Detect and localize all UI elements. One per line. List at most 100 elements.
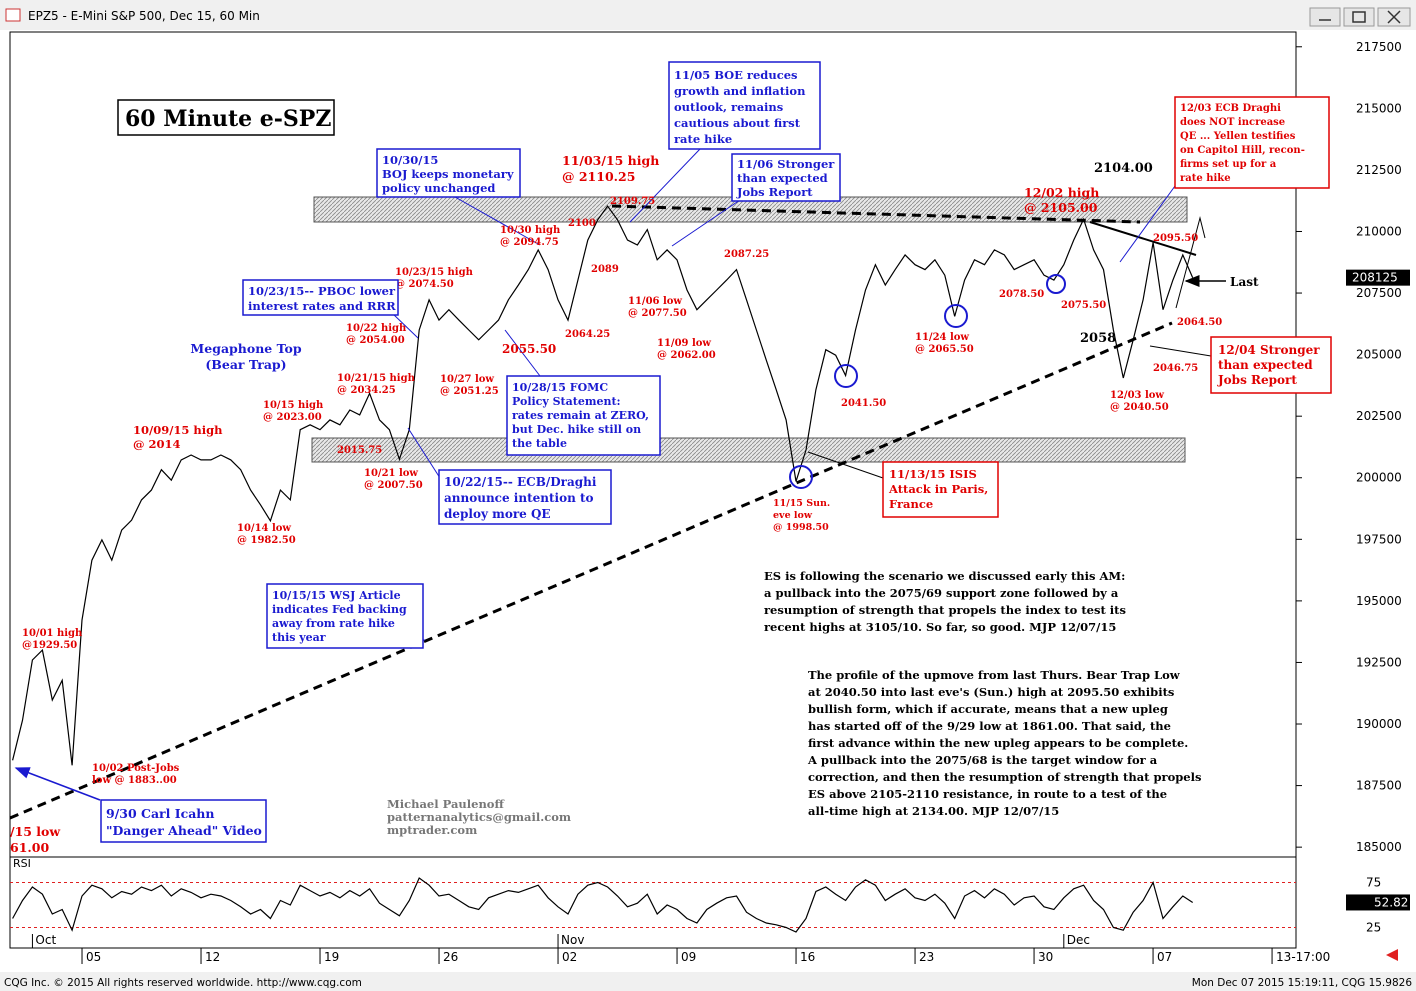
minimize-button[interactable] (1309, 7, 1341, 27)
annotation-text: 11/06 low (628, 296, 682, 307)
annotation-text: first advance within the new upleg appea… (808, 736, 1188, 750)
annotation-text: @ 2034.25 (337, 385, 396, 396)
annotation-text: 10/15 high (263, 400, 324, 411)
annotation-text: than expected (1218, 358, 1313, 372)
annotation-text: @ 1998.50 (773, 522, 829, 533)
annotation-text: low @ 1883..00 (92, 775, 177, 786)
month-label: Oct (35, 933, 56, 947)
y-tick-label: 215000 (1356, 101, 1402, 115)
annotation-box (266, 583, 424, 649)
footer-left: CQG Inc. © 2015 All rights reserved worl… (4, 977, 362, 989)
annotation-box (100, 799, 267, 843)
annotation-text: 9/30 Carl Icahn (106, 806, 214, 821)
annotation-text: mptrader.com (387, 823, 477, 837)
annotation-text: 2100 (568, 218, 596, 229)
y-tick-label: 187500 (1356, 779, 1402, 793)
y-tick-label: 200000 (1356, 471, 1402, 485)
annotation-text: patternanalytics@gmail.com (387, 810, 571, 824)
annotation-text: @ 2105.00 (1024, 200, 1098, 215)
annotation-text: 10/02 Post-Jobs (92, 763, 180, 774)
app-icon (5, 8, 21, 22)
annotation-text: @ 2040.50 (1110, 402, 1169, 413)
icahn-arrow (14, 767, 101, 801)
annotation-text: announce intention to (444, 491, 594, 505)
annotation-text: @1929.50 (22, 640, 77, 651)
annotation-text: @ 1982.50 (237, 535, 296, 546)
annotation-text: 10/23/15 high (395, 267, 474, 278)
annotation-text: Jobs Report (1217, 373, 1297, 387)
annotation-box (668, 61, 821, 150)
annotation-text: deploy more QE (444, 507, 551, 521)
annotation-text: rate hike (1180, 173, 1231, 184)
annotation-text: a pullback into the 2075/69 support zone… (764, 586, 1119, 600)
projection-line (1175, 216, 1206, 309)
annotation-text: /15 low (10, 824, 61, 839)
annotation-text: 10/30 high (500, 225, 561, 236)
annotation-text: growth and inflation (674, 84, 806, 98)
x-tick-label: 13-17:00 (1276, 950, 1330, 964)
annotation-text: "Danger Ahead" Video (106, 823, 262, 838)
top-line-solid (1089, 221, 1197, 256)
annotation-text: @ 2074.50 (395, 279, 454, 290)
annotation-text: at 2040.50 into last eve's (Sun.) high a… (808, 685, 1174, 699)
annotation-box (1210, 336, 1332, 394)
rsi-last-label: 52.82 (1374, 895, 1408, 909)
annotation-text: 2087.25 (724, 249, 769, 260)
annotation-box (731, 153, 841, 202)
y-tick-label: 207500 (1356, 286, 1402, 300)
annotation-box (882, 461, 999, 518)
support-zone (311, 437, 1186, 463)
annotation-box (117, 99, 335, 136)
x-tick-label: 02 (562, 950, 577, 964)
annotation-text: 11/15 Sun. (773, 498, 830, 509)
annotation-text: 2095.50 (1153, 233, 1198, 244)
annotation-box (1174, 96, 1330, 189)
annotation-text: recent highs at 3105/10. So far, so good… (764, 620, 1116, 634)
annotation-box (376, 148, 521, 198)
annotation-text: 10/15/15 WSJ Article (272, 589, 401, 602)
annotation-text: BOJ keeps monetary (382, 167, 514, 181)
annotation-text: bullish form, which if accurate, means t… (808, 702, 1168, 716)
annotation-text: 11/24 low (915, 332, 969, 343)
window-button-icons (1319, 10, 1401, 24)
trend-line (9, 321, 1173, 820)
annotation-text: correction, and then the resumption of s… (808, 770, 1201, 784)
annotation-text: all-time high at 2134.00. MJP 12/07/15 (808, 804, 1059, 818)
annotation-text: @ 2094.75 (500, 237, 559, 248)
annotation-text: @ 2062.00 (657, 350, 716, 361)
annotation-text: has started off of the 9/29 low at 1861.… (808, 719, 1171, 733)
annotation-text: @ 2054.00 (346, 335, 405, 346)
annotation-text: 10/30/15 (382, 153, 438, 167)
annotation-text: 10/22/15-- ECB/Draghi (444, 475, 597, 489)
y-tick-label: 195000 (1356, 594, 1402, 608)
x-tick-label: 26 (443, 950, 458, 964)
annotation-text: @ 2014 (133, 437, 181, 451)
annotation-text: on Capitol Hill, recon- (1180, 145, 1305, 156)
annotation-box (242, 279, 399, 316)
annotation-text: than expected (737, 171, 828, 185)
annotation-text: eve low (773, 510, 813, 521)
annotation-box (438, 469, 612, 525)
annotation-text: 11/03/15 high (562, 153, 659, 168)
y-tick-label: 210000 (1356, 224, 1402, 238)
maximize-button[interactable] (1343, 7, 1375, 27)
annotation-text: rates remain at ZERO, (512, 409, 649, 422)
footer-right: Mon Dec 07 2015 15:19:11, CQG 15.9826 (1192, 977, 1413, 989)
annotation-text: @ 2077.50 (628, 308, 687, 319)
annotation-text: QE ... Yellen testifies (1180, 131, 1296, 142)
scroll-icon[interactable] (1386, 949, 1398, 961)
annotation-text: (Bear Trap) (205, 357, 286, 372)
rsi-tick-label: 75 (1366, 876, 1381, 890)
annotation-text: 60 Minute e-SPZ (125, 106, 331, 132)
annotation-text: Megaphone Top (190, 341, 301, 356)
rsi-last-tag (1346, 894, 1410, 911)
annotation-text: 2078.50 (999, 289, 1044, 300)
y-tick-label: 212500 (1356, 163, 1402, 177)
x-tick-label: 23 (919, 950, 934, 964)
annotation-text: rate hike (674, 132, 732, 146)
annotation-text: 10/23/15-- PBOC lower (248, 284, 396, 298)
rsi-tick-label: 25 (1366, 921, 1381, 935)
annotation-text: away from rate hike (272, 617, 395, 630)
annotation-text: cautious about first (674, 116, 801, 130)
